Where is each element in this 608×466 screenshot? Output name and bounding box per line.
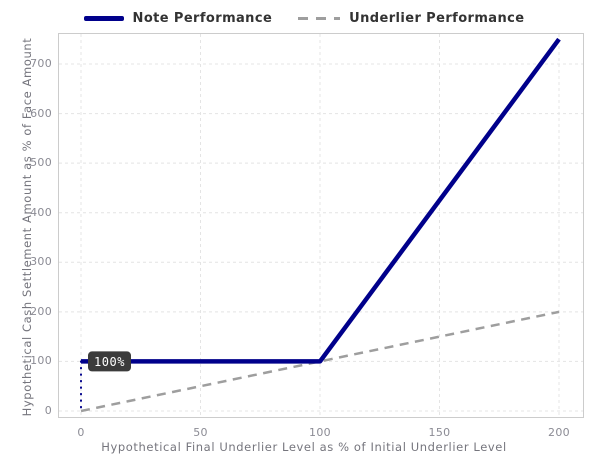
x-tick-label: 0 (77, 426, 85, 439)
series-line-underlier-performance (80, 310, 560, 413)
y-tick-label: 500 (30, 156, 52, 170)
plot-border (58, 33, 584, 418)
plot-area: 100% (58, 33, 584, 418)
underlier-line-sample-icon (298, 16, 341, 20)
y-tick-label: 600 (30, 106, 52, 120)
legend-item-underlier-performance: Underlier Performance (298, 11, 524, 26)
note-line-sample-icon (83, 15, 124, 21)
annotation-label: 100% (94, 355, 125, 369)
legend-label-note-performance: Note Performance (132, 10, 273, 26)
x-tick-label: 50 (193, 426, 208, 439)
x-tick-label: 100 (309, 426, 331, 439)
x-tick-label: 200 (548, 426, 570, 439)
legend-label-underlier-performance: Underlier Performance (349, 10, 525, 26)
chart-legend: Note Performance Underlier Performance (0, 6, 608, 30)
y-tick-label: 700 (30, 57, 52, 70)
y-tick-label: 400 (30, 205, 52, 219)
y-tick-label: 0 (44, 404, 52, 417)
y-tick-label: 300 (30, 255, 52, 269)
annotation-box (88, 351, 131, 372)
x-tick-label: 150 (428, 426, 451, 439)
x-axis-title: Hypothetical Final Underlier Level as % … (101, 440, 507, 454)
series-line-note-performance (81, 37, 561, 364)
legend-item-note-performance: Note Performance (83, 10, 273, 26)
y-tick-label: 200 (30, 304, 52, 318)
y-tick-label: 100 (30, 354, 52, 368)
